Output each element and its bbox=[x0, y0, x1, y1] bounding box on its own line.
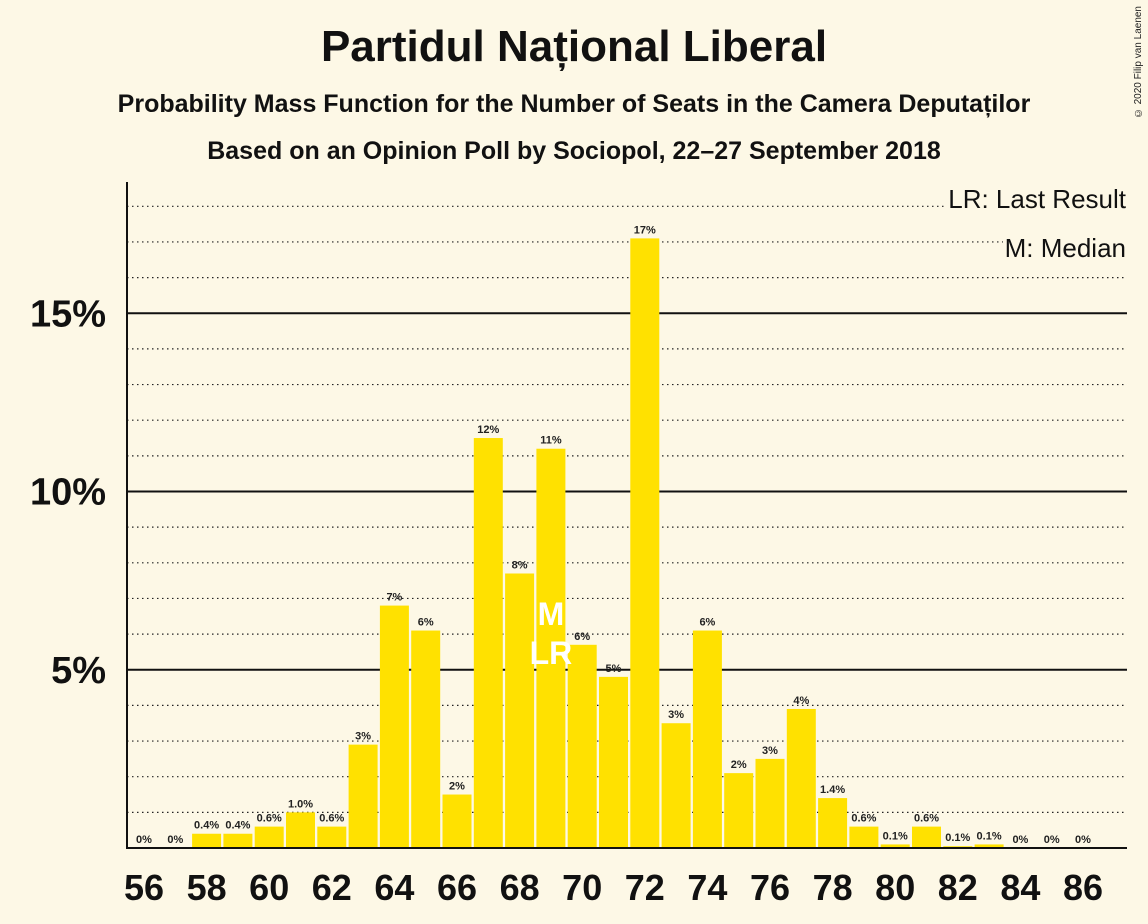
bar-value-label: 5% bbox=[606, 663, 622, 675]
bar-seat-79 bbox=[849, 826, 879, 848]
bar-value-label: 0.6% bbox=[851, 813, 876, 825]
bar-seat-73 bbox=[661, 723, 691, 848]
bar-seat-81 bbox=[912, 826, 941, 848]
bar-seat-72 bbox=[630, 238, 660, 848]
x-tick-label: 70 bbox=[562, 867, 602, 908]
bar-value-label: 0.4% bbox=[225, 820, 250, 832]
bar-seat-69 bbox=[536, 448, 566, 848]
bar-value-label: 0% bbox=[1075, 834, 1091, 846]
bar-value-label: 0.6% bbox=[257, 813, 282, 825]
bar-value-label: 7% bbox=[386, 592, 402, 604]
bar-value-label: 12% bbox=[477, 424, 499, 436]
x-tick-label: 74 bbox=[687, 867, 727, 908]
bar-seat-75 bbox=[724, 773, 754, 848]
bar-seat-58 bbox=[192, 833, 222, 848]
bar-value-label: 4% bbox=[793, 695, 809, 707]
x-tick-label: 68 bbox=[500, 867, 540, 908]
bar-seat-83 bbox=[974, 844, 1004, 848]
legend-median: M: Median bbox=[1002, 233, 1128, 264]
bar-value-label: 6% bbox=[574, 631, 590, 643]
bar-seat-63 bbox=[348, 744, 378, 848]
bar-value-label: 3% bbox=[355, 731, 371, 743]
bar-seat-74 bbox=[692, 630, 722, 848]
bar-seat-71 bbox=[599, 676, 628, 848]
y-tick-label: 15% bbox=[30, 293, 106, 335]
bar-seat-67 bbox=[473, 438, 503, 848]
bar-value-label: 2% bbox=[449, 781, 465, 793]
x-tick-label: 78 bbox=[813, 867, 853, 908]
x-tick-label: 66 bbox=[437, 867, 477, 908]
bar-value-label: 0% bbox=[167, 834, 183, 846]
x-tick-label: 72 bbox=[625, 867, 665, 908]
bar-value-label: 3% bbox=[762, 745, 778, 757]
bar-seat-76 bbox=[755, 758, 785, 848]
y-tick-label: 10% bbox=[30, 472, 106, 514]
chart-subtitle: Probability Mass Function for the Number… bbox=[117, 90, 1031, 118]
x-tick-label: 60 bbox=[249, 867, 289, 908]
bar-seat-70 bbox=[567, 644, 597, 848]
bar-value-label: 1.4% bbox=[820, 784, 845, 796]
legend-last-result: LR: Last Result bbox=[946, 184, 1128, 215]
bar-value-label: 0.1% bbox=[977, 830, 1002, 842]
bar-seat-80 bbox=[880, 844, 910, 848]
x-tick-label: 84 bbox=[1000, 867, 1040, 908]
last-result-marker: LR bbox=[530, 635, 573, 671]
bar-value-label: 0.6% bbox=[914, 813, 939, 825]
bar-seat-61 bbox=[286, 812, 315, 848]
bar-value-label: 17% bbox=[634, 224, 656, 236]
bar-value-label: 2% bbox=[731, 759, 747, 771]
bar-value-label: 8% bbox=[512, 559, 528, 571]
bar-seat-77 bbox=[786, 708, 816, 848]
x-tick-label: 80 bbox=[875, 867, 915, 908]
bar-value-label: 11% bbox=[540, 435, 562, 447]
bar-value-label: 0.1% bbox=[883, 830, 908, 842]
bar-value-label: 3% bbox=[668, 709, 684, 721]
bar-value-label: 1.0% bbox=[288, 798, 313, 810]
bar-seat-78 bbox=[818, 798, 848, 848]
bar-seat-62 bbox=[317, 826, 347, 848]
bar-value-label: 0.1% bbox=[945, 832, 970, 844]
bar-value-label: 6% bbox=[699, 617, 715, 629]
bar-seat-68 bbox=[505, 573, 535, 848]
bar-seat-59 bbox=[223, 833, 253, 848]
bar-value-label: 0% bbox=[1044, 834, 1060, 846]
x-tick-label: 82 bbox=[938, 867, 978, 908]
bar-seat-64 bbox=[379, 605, 409, 848]
bar-value-label: 0% bbox=[1012, 834, 1028, 846]
x-tick-label: 76 bbox=[750, 867, 790, 908]
bar-seat-66 bbox=[442, 794, 472, 848]
x-tick-label: 58 bbox=[187, 867, 227, 908]
y-tick-label: 5% bbox=[51, 650, 106, 692]
bar-value-label: 0.4% bbox=[194, 820, 219, 832]
x-tick-label: 62 bbox=[312, 867, 352, 908]
x-tick-label: 64 bbox=[374, 867, 414, 908]
poll-source: Based on an Opinion Poll by Sociopol, 22… bbox=[207, 137, 941, 165]
bar-value-label: 0.6% bbox=[319, 813, 344, 825]
x-tick-label: 86 bbox=[1063, 867, 1103, 908]
bar-seat-60 bbox=[254, 826, 284, 848]
bar-value-label: 6% bbox=[418, 617, 434, 629]
median-marker: M bbox=[538, 596, 565, 632]
bar-value-label: 0% bbox=[136, 834, 152, 846]
chart-title: Partidul Național Liberal bbox=[320, 22, 828, 71]
bar-seat-65 bbox=[411, 630, 441, 848]
x-tick-label: 56 bbox=[124, 867, 164, 908]
